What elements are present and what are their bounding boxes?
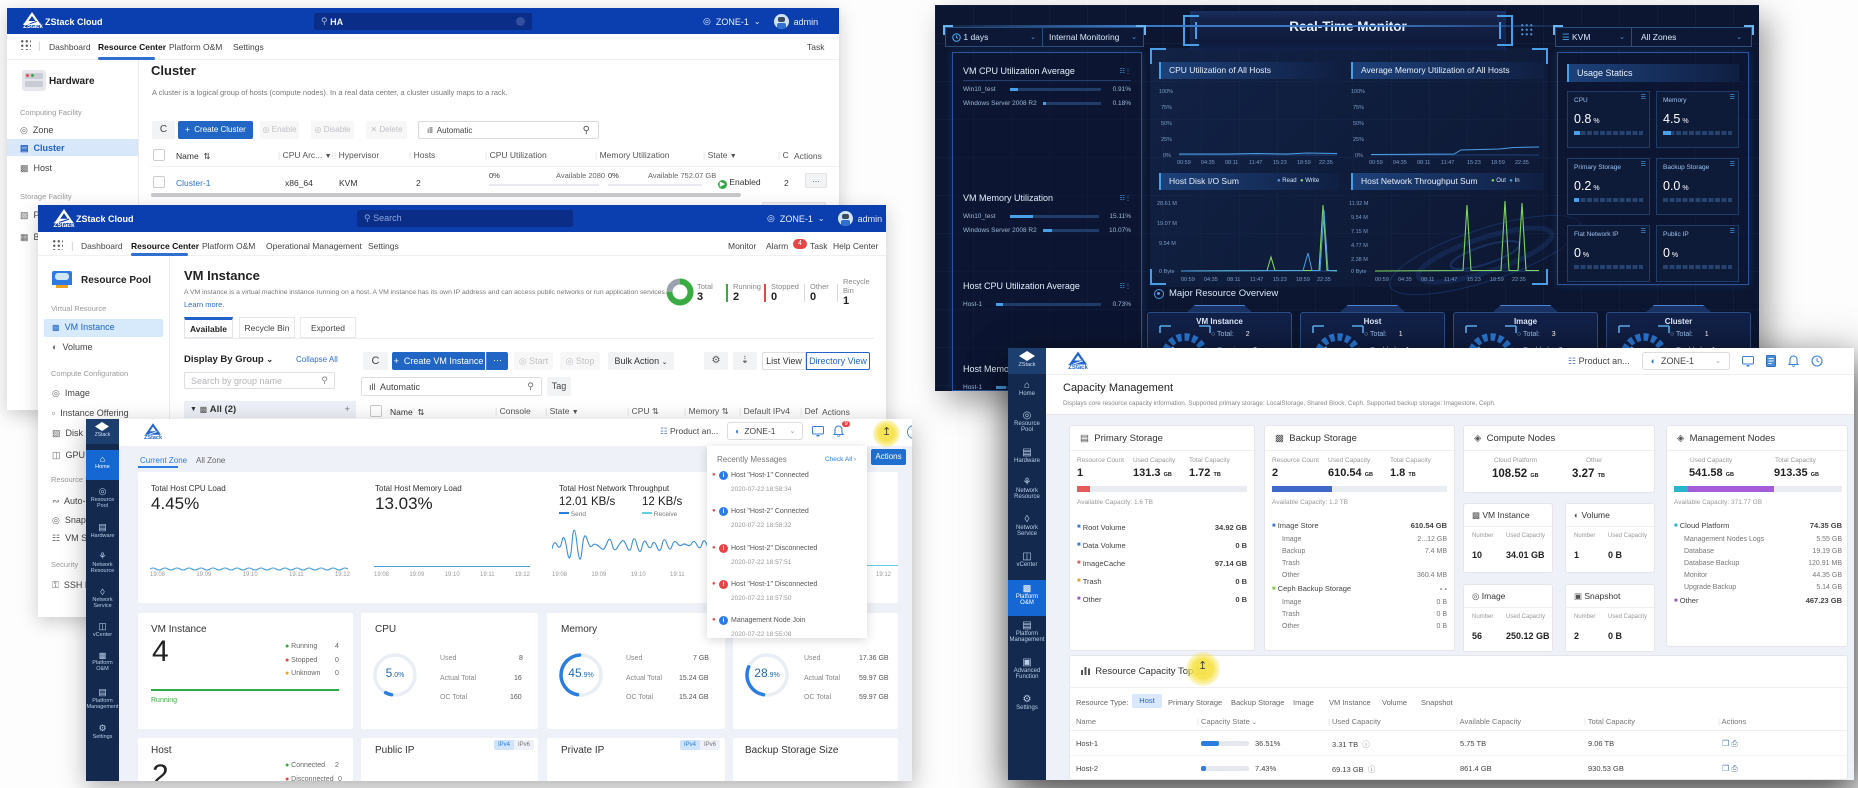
- svg-text:9.54 M: 9.54 M: [1351, 215, 1368, 221]
- svg-text:75%: 75%: [1353, 105, 1364, 111]
- svg-text:11.92 M: 11.92 M: [1349, 201, 1369, 207]
- svg-text:25%: 25%: [1161, 137, 1172, 143]
- svg-text:11:47: 11:47: [1250, 277, 1263, 283]
- svg-text:11:47: 11:47: [1441, 160, 1454, 165]
- svg-text:100%: 100%: [1351, 89, 1365, 95]
- svg-text:18:59: 18:59: [1296, 277, 1310, 283]
- svg-text:08:11: 08:11: [1225, 160, 1238, 165]
- svg-text:00:59: 00:59: [1375, 277, 1389, 283]
- svg-text:08:11: 08:11: [1417, 160, 1430, 165]
- svg-text:15:23: 15:23: [1273, 277, 1287, 283]
- svg-text:50%: 50%: [1161, 121, 1172, 127]
- svg-text:04:35: 04:35: [1398, 277, 1412, 283]
- svg-text:75%: 75%: [1161, 105, 1172, 111]
- svg-text:19.07 M: 19.07 M: [1157, 221, 1177, 227]
- svg-text:18:59: 18:59: [1490, 277, 1504, 283]
- svg-text:15:23: 15:23: [1467, 160, 1481, 165]
- svg-text:04:35: 04:35: [1201, 160, 1215, 165]
- svg-text:00:59: 00:59: [1177, 160, 1191, 165]
- svg-text:15:23: 15:23: [1467, 277, 1481, 283]
- svg-text:11:47: 11:47: [1444, 277, 1457, 283]
- svg-text:0 Byte: 0 Byte: [1159, 269, 1175, 275]
- svg-text:9.54 M: 9.54 M: [1159, 241, 1176, 247]
- svg-text:50%: 50%: [1353, 121, 1364, 127]
- svg-text:04:35: 04:35: [1393, 160, 1407, 165]
- svg-text:28.61 M: 28.61 M: [1157, 201, 1177, 207]
- svg-text:22:35: 22:35: [1319, 160, 1333, 165]
- svg-text:18:59: 18:59: [1491, 160, 1505, 165]
- svg-text:00:59: 00:59: [1181, 277, 1195, 283]
- svg-text:00:59: 00:59: [1369, 160, 1383, 165]
- svg-text:25%: 25%: [1353, 137, 1364, 143]
- svg-text:0 Byte: 0 Byte: [1351, 269, 1367, 275]
- svg-text:15:23: 15:23: [1273, 160, 1287, 165]
- svg-text:11:47: 11:47: [1249, 160, 1262, 165]
- svg-text:04:35: 04:35: [1204, 277, 1218, 283]
- svg-text:08:11: 08:11: [1227, 277, 1240, 283]
- svg-text:22:35: 22:35: [1512, 277, 1526, 283]
- svg-text:0%: 0%: [1355, 153, 1363, 159]
- svg-text:08:11: 08:11: [1421, 277, 1434, 283]
- svg-text:2.38 M: 2.38 M: [1351, 257, 1368, 263]
- svg-text:7.15 M: 7.15 M: [1351, 229, 1368, 235]
- svg-text:22:35: 22:35: [1317, 277, 1331, 283]
- svg-text:100%: 100%: [1159, 89, 1173, 95]
- svg-text:22:35: 22:35: [1515, 160, 1529, 165]
- svg-text:4.77 M: 4.77 M: [1351, 243, 1368, 249]
- svg-text:18:59: 18:59: [1297, 160, 1311, 165]
- svg-text:0%: 0%: [1163, 153, 1171, 159]
